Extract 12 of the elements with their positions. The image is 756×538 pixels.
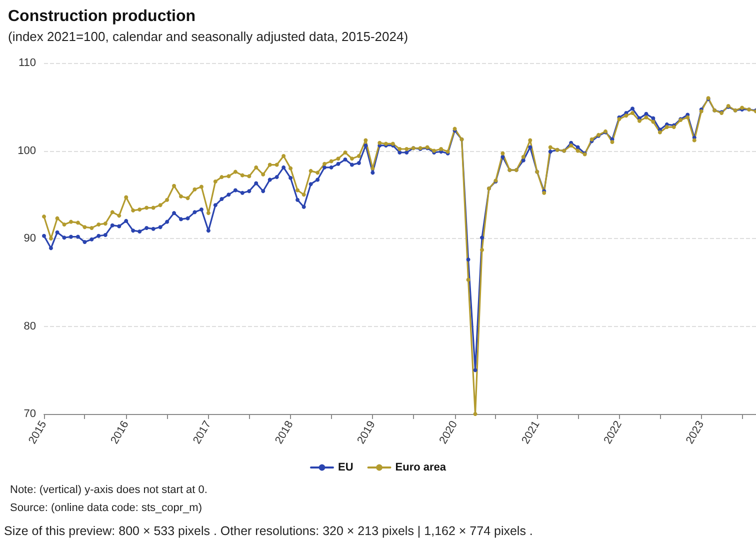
y-tick-label: 80 [24,320,36,332]
legend-label: Euro area [395,462,447,474]
text: Size of this preview: 800 × 533 pixels . Other resolutions: 320 × 213 pixels | 1,162 × 774 pixels . [4,524,533,538]
chart-title: Construction production [8,8,196,26]
y-tick-label: 90 [24,232,36,244]
source-note: Source: (online data code: sts_copr_m) [10,502,202,514]
text: Note: (vertical) y-axis does not start at 0. [10,484,208,496]
y-tick-label: 110 [18,57,36,69]
legend-label: EU [338,462,354,474]
chart-subtitle: (index 2021=100, calendar and seasonally adjusted data, 2015-2024) [8,29,408,44]
y-tick-label: 70 [24,408,36,420]
y-tick-label: 100 [18,144,36,157]
